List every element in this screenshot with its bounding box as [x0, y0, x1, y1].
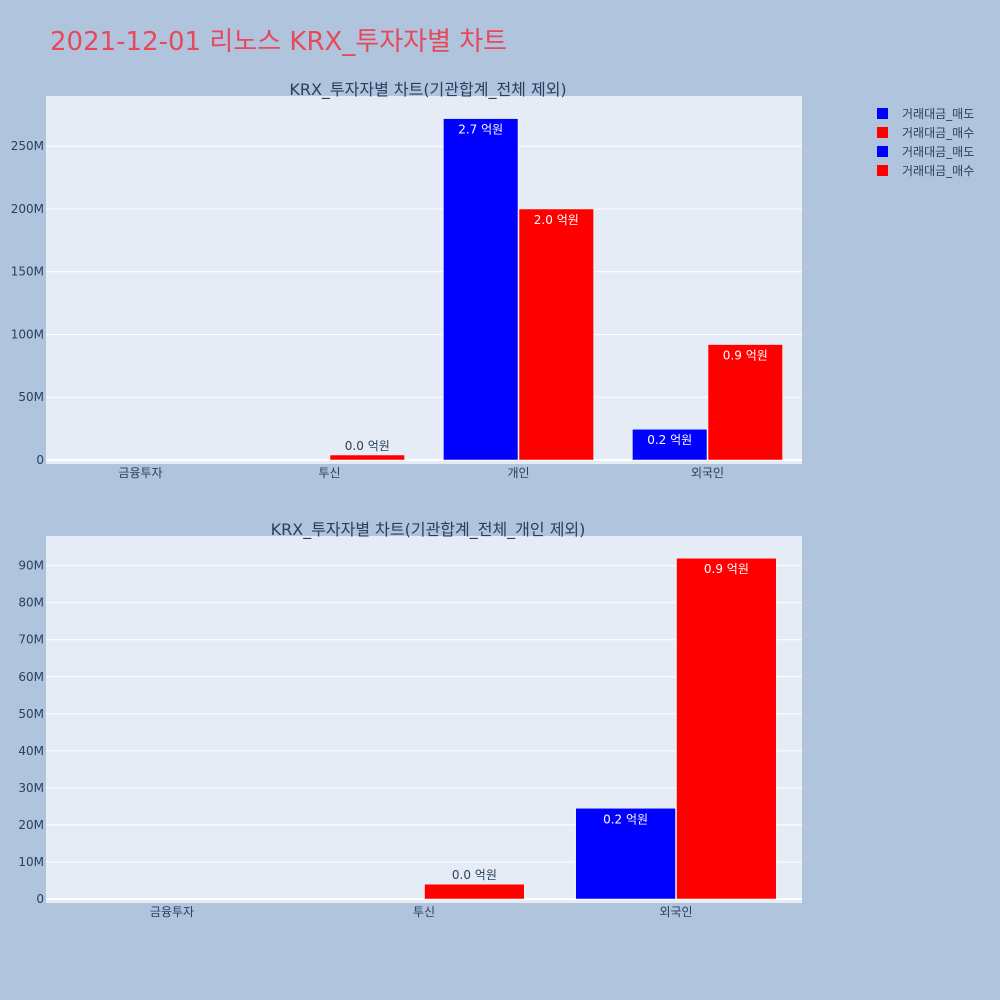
y-tick-label: 150M	[11, 265, 44, 279]
x-tick-label: 개인	[507, 466, 529, 480]
legend-item[interactable]: 거래대금_매수	[877, 126, 974, 140]
legend-label: 거래대금_매수	[902, 164, 974, 178]
y-tick-label: 250M	[11, 139, 44, 153]
legend-swatch	[877, 127, 888, 138]
bar-value-label: 0.2 억원	[603, 812, 648, 826]
bar-buy[interactable]	[424, 883, 525, 900]
bar-buy[interactable]	[676, 557, 777, 900]
y-tick-label: 70M	[18, 633, 44, 647]
y-tick-label: 100M	[11, 327, 44, 341]
bar-value-label: 0.9 억원	[704, 562, 749, 576]
bar-value-label: 0.9 억원	[723, 349, 768, 363]
plot-area	[46, 536, 802, 903]
legend-swatch	[877, 165, 888, 176]
y-tick-label: 30M	[18, 781, 44, 795]
y-tick-label: 50M	[18, 707, 44, 721]
legend-swatch	[877, 108, 888, 119]
subplot-title: KRX_투자자별 차트(기관합계_전체 제외)	[289, 80, 566, 100]
bar-value-label: 0.0 억원	[452, 868, 497, 882]
x-tick-label: 금융투자	[118, 466, 162, 480]
y-tick-label: 50M	[18, 390, 44, 404]
x-tick-label: 외국인	[659, 905, 692, 919]
legend-label: 거래대금_매도	[902, 107, 974, 121]
legend-item[interactable]: 거래대금_매도	[877, 107, 974, 121]
bar-sell[interactable]	[443, 118, 519, 461]
y-tick-label: 10M	[18, 855, 44, 869]
legend-item[interactable]: 거래대금_매도	[877, 145, 974, 159]
chart-1: 0 50M 100M 150M 200M 250M KRX_투자자별 차트(기관합계_전체 …	[11, 80, 802, 480]
bar-sell[interactable]	[575, 808, 676, 900]
y-tick-label: 60M	[18, 670, 44, 684]
bar-buy[interactable]	[329, 454, 405, 461]
charts: 0 50M 100M 150M 200M 250M KRX_투자자별 차트(기관합계_전체 …	[11, 80, 802, 919]
bar-value-label: 2.7 억원	[458, 123, 503, 137]
x-tick-label: 금융투자	[150, 905, 194, 919]
bar-sell[interactable]	[632, 428, 708, 461]
bar-buy[interactable]	[707, 344, 783, 461]
bar-value-label: 2.0 억원	[534, 213, 579, 227]
legend-label: 거래대금_매수	[902, 126, 974, 140]
bar-value-label: 0.2 억원	[647, 433, 692, 447]
legend-item[interactable]: 거래대금_매수	[877, 164, 974, 178]
page-title: 2021-12-01 리노스 KRX_투자자별 차트	[50, 27, 507, 57]
y-tick-label: 20M	[18, 818, 44, 832]
x-tick-label: 투신	[413, 905, 435, 919]
legend-label: 거래대금_매도	[902, 145, 974, 159]
y-tick-label: 40M	[18, 744, 44, 758]
bar-value-label: 0.0 억원	[345, 439, 390, 453]
y-tick-label: 90M	[18, 559, 44, 573]
y-tick-label: 200M	[11, 202, 44, 216]
y-tick-label: 0	[36, 453, 44, 467]
chart-2: 0 10M 20M 30M 40M 50M 60M 70M 80M 90M KRX_투자자별 차트(…	[18, 520, 802, 919]
legend-swatch	[877, 146, 888, 157]
subplot-title: KRX_투자자별 차트(기관합계_전체_개인 제외)	[271, 520, 586, 540]
y-tick-label: 0	[36, 892, 44, 906]
plot-area	[46, 96, 802, 464]
y-tick-label: 80M	[18, 596, 44, 610]
bar-buy[interactable]	[518, 208, 594, 461]
x-tick-label: 외국인	[691, 466, 724, 480]
x-tick-label: 투신	[318, 466, 340, 480]
